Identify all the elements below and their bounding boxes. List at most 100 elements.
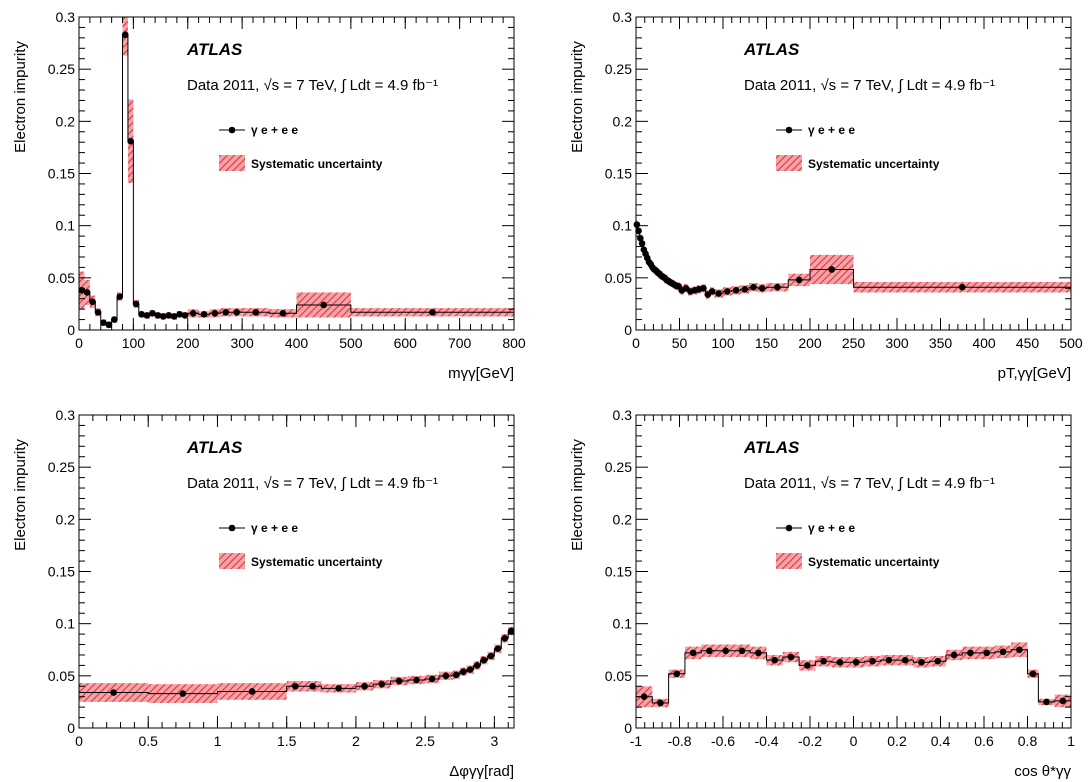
legend-band-swatch	[776, 155, 802, 171]
data-point	[918, 658, 925, 666]
panel-2: 0 0.05 0.1 0.15 0.2 0.25 0.3 0 50 100 150 200 250 300…	[569, 9, 1083, 382]
y-tick-label: 0.25	[605, 61, 632, 77]
legend-band-label: Systematic uncertainty	[251, 555, 383, 569]
data-point	[999, 648, 1007, 656]
x-tick-label: -0.4	[754, 733, 778, 749]
x-tick-label: 400	[285, 335, 309, 351]
data-point	[200, 311, 208, 318]
data-point	[487, 652, 495, 660]
data-point	[83, 289, 91, 296]
legend-point-marker	[785, 126, 793, 134]
data-point	[442, 672, 450, 680]
y-axis-label: Electron impurity	[569, 41, 586, 153]
data-point	[159, 313, 167, 320]
data-point	[176, 311, 183, 318]
data-point	[189, 310, 197, 317]
y-tick-label: 0.2	[56, 113, 76, 129]
x-tick-label: 500	[339, 335, 363, 351]
x-tick-label: -1	[630, 733, 643, 749]
data-point	[706, 647, 713, 655]
data-point	[459, 668, 467, 675]
legend-band-label: Systematic uncertainty	[251, 157, 383, 171]
data-point	[100, 319, 107, 326]
data-point	[252, 308, 260, 316]
legend-band-swatch	[219, 155, 245, 171]
data-point	[983, 649, 991, 657]
data-point	[803, 662, 811, 669]
data-point	[722, 647, 730, 655]
data-point	[638, 240, 646, 247]
y-tick-label: 0	[67, 322, 75, 338]
y-tick-label: 0.3	[56, 9, 76, 25]
data-point	[820, 657, 827, 665]
legend-point-marker	[228, 126, 236, 134]
x-tick-label: 300	[885, 335, 909, 351]
x-tick-label: 500	[1059, 335, 1083, 351]
x-tick-label: 700	[448, 335, 472, 351]
data-point	[724, 288, 731, 295]
x-tick-label: 2	[352, 733, 360, 749]
data-point	[132, 300, 140, 308]
data-point	[361, 682, 368, 690]
y-tick-label: 0.05	[605, 668, 632, 684]
data-point	[378, 680, 386, 688]
y-axis-label: Electron impurity	[12, 41, 29, 153]
y-tick-label: 0.1	[56, 616, 76, 632]
x-axis-label: pT,γγ[GeV]	[998, 365, 1071, 382]
data-point	[233, 308, 240, 316]
y-tick-label: 0.2	[613, 113, 633, 129]
y-tick-label: 0.25	[48, 61, 75, 77]
x-tick-label: 100	[122, 335, 146, 351]
x-tick-label: 2.5	[415, 733, 435, 749]
legend-point-label: γ e + e e	[251, 123, 298, 137]
data-point	[453, 671, 460, 679]
data-point	[836, 658, 844, 666]
data-point	[771, 656, 778, 664]
x-tick-label: -0.6	[711, 733, 735, 749]
atlas-label: ATLAS	[186, 40, 243, 59]
data-point	[395, 677, 403, 685]
data-point	[795, 276, 803, 284]
data-point	[1029, 670, 1037, 678]
x-tick-label: -0.8	[667, 733, 691, 749]
data-point	[248, 688, 256, 695]
y-axis-label: Electron impurity	[12, 439, 29, 551]
y-tick-label: 0.15	[48, 166, 75, 182]
y-tick-label: 0.05	[48, 270, 75, 286]
data-point	[121, 31, 129, 39]
data-point	[111, 316, 118, 323]
data-point	[673, 670, 681, 678]
data-point	[950, 651, 958, 659]
data-point	[657, 699, 664, 707]
x-tick-label: 600	[394, 335, 418, 351]
data-point	[787, 653, 795, 661]
data-point	[885, 656, 893, 664]
data-point	[116, 293, 124, 300]
y-tick-label: 0.3	[613, 9, 633, 25]
x-tick-label: 800	[502, 335, 526, 351]
data-point	[507, 627, 515, 635]
x-tick-label: 0.5	[138, 733, 158, 749]
x-tick-label: 0.2	[887, 733, 907, 749]
x-axis-label: Δφγγ[rad]	[449, 763, 514, 780]
atlas-label: ATLAS	[743, 40, 800, 59]
x-axis-label: cos θ*γγ	[1014, 763, 1071, 780]
data-point	[501, 634, 509, 642]
data-point	[967, 649, 974, 657]
x-tick-label: -0.2	[798, 733, 822, 749]
legend-band-label: Systematic uncertainty	[808, 157, 940, 171]
data-point	[279, 310, 287, 317]
data-point	[181, 312, 189, 319]
legend-point-marker	[785, 524, 793, 532]
x-tick-label: 0.4	[931, 733, 951, 749]
data-point	[700, 284, 707, 292]
data-point	[222, 308, 230, 316]
data-point	[708, 288, 716, 295]
series-line	[636, 649, 1071, 704]
data-point	[640, 693, 648, 700]
luminosity-label: Data 2011, √s = 7 TeV, ∫ Ldt = 4.9 fb⁻¹	[187, 77, 438, 94]
y-tick-label: 0.25	[48, 459, 75, 475]
atlas-label: ATLAS	[186, 438, 243, 457]
x-tick-label: 3	[490, 733, 498, 749]
